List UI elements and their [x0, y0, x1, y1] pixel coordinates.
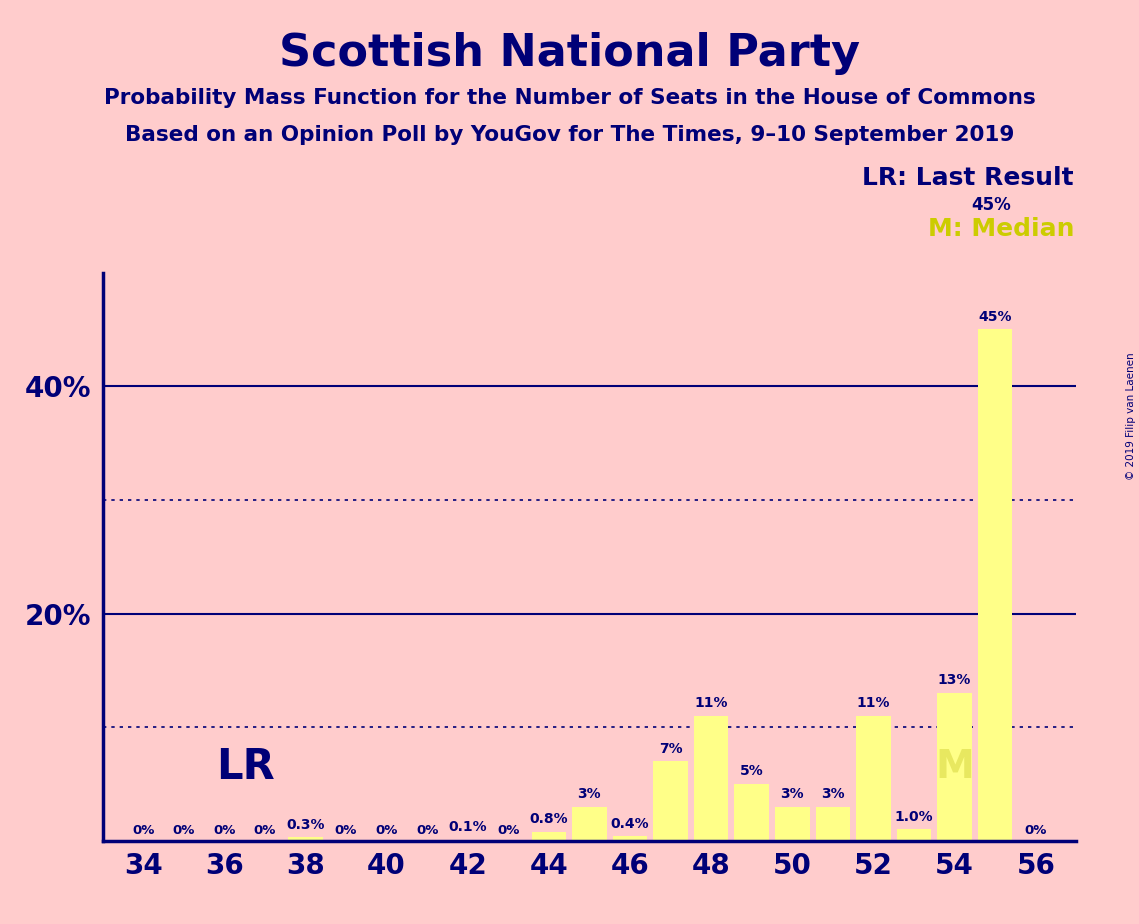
Text: 0%: 0%: [254, 824, 276, 837]
Text: 11%: 11%: [857, 696, 891, 711]
Text: LR: Last Result: LR: Last Result: [862, 166, 1074, 190]
Text: 0%: 0%: [376, 824, 398, 837]
Text: 5%: 5%: [740, 764, 763, 778]
Text: 0.4%: 0.4%: [611, 817, 649, 831]
Text: 3%: 3%: [821, 787, 845, 801]
Bar: [937, 693, 972, 841]
Text: 0.1%: 0.1%: [449, 820, 487, 834]
Bar: [450, 840, 485, 841]
Bar: [532, 832, 566, 841]
Text: 3%: 3%: [780, 787, 804, 801]
Text: 0%: 0%: [1025, 824, 1047, 837]
Text: LR: LR: [216, 746, 274, 788]
Bar: [857, 716, 891, 841]
Text: 0%: 0%: [172, 824, 195, 837]
Text: 0%: 0%: [213, 824, 236, 837]
Text: 0%: 0%: [132, 824, 154, 837]
Bar: [896, 830, 932, 841]
Bar: [572, 807, 607, 841]
Text: 13%: 13%: [937, 674, 972, 687]
Text: M: Median: M: Median: [927, 217, 1074, 241]
Text: Scottish National Party: Scottish National Party: [279, 32, 860, 76]
Bar: [613, 836, 647, 841]
Text: 45%: 45%: [972, 196, 1010, 213]
Text: 1.0%: 1.0%: [895, 809, 933, 824]
Text: 7%: 7%: [658, 742, 682, 756]
Text: Based on an Opinion Poll by YouGov for The Times, 9–10 September 2019: Based on an Opinion Poll by YouGov for T…: [125, 125, 1014, 145]
Text: 0%: 0%: [335, 824, 358, 837]
Bar: [288, 837, 322, 841]
Text: 0%: 0%: [497, 824, 519, 837]
Text: 45%: 45%: [978, 310, 1011, 323]
Text: © 2019 Filip van Laenen: © 2019 Filip van Laenen: [1126, 352, 1136, 480]
Text: M: M: [935, 748, 974, 786]
Bar: [978, 330, 1013, 841]
Text: 0.8%: 0.8%: [530, 812, 568, 826]
Text: 0%: 0%: [416, 824, 439, 837]
Bar: [775, 807, 810, 841]
Text: Probability Mass Function for the Number of Seats in the House of Commons: Probability Mass Function for the Number…: [104, 88, 1035, 108]
Text: 0.3%: 0.3%: [286, 818, 325, 832]
Bar: [735, 784, 769, 841]
Bar: [654, 761, 688, 841]
Bar: [694, 716, 729, 841]
Bar: [816, 807, 850, 841]
Text: 3%: 3%: [577, 787, 601, 801]
Text: 11%: 11%: [695, 696, 728, 711]
